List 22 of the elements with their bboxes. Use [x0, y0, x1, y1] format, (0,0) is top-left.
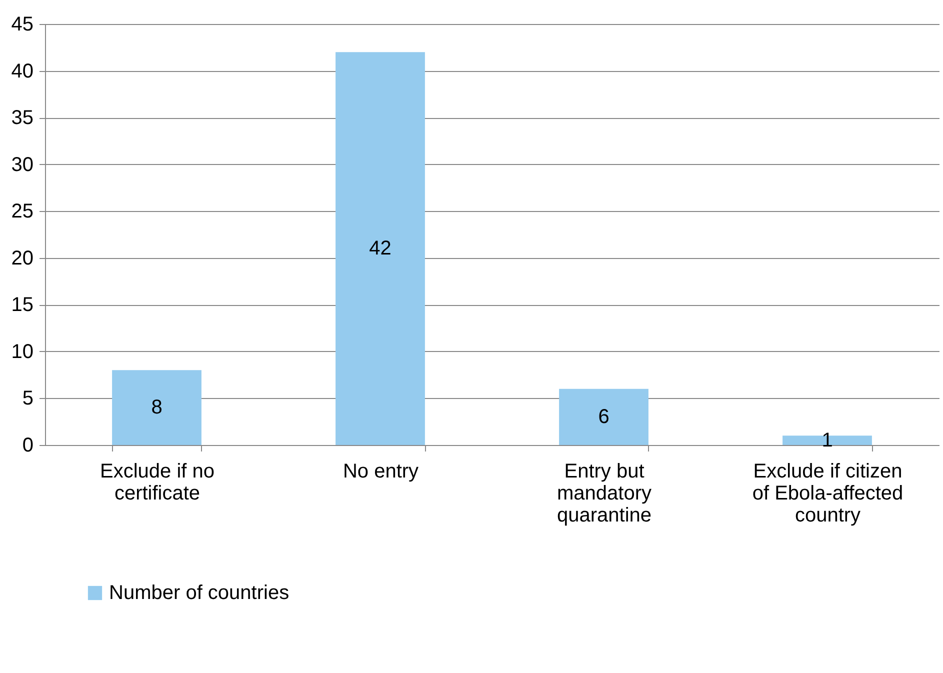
y-tick-label: 30 — [11, 154, 34, 176]
y-tick-label: 40 — [11, 60, 34, 82]
y-tick-label: 0 — [22, 434, 34, 456]
data-label: 42 — [369, 238, 392, 260]
x-tick-label: No entry — [342, 460, 419, 482]
y-tick-label: 5 — [22, 388, 34, 410]
y-tick-label: 15 — [11, 294, 34, 316]
x-tick-label: Exclude if no certificate — [100, 460, 215, 504]
x-tick-label: Entry but mandatory quarantine — [556, 460, 652, 526]
bar — [336, 52, 425, 445]
data-label: 8 — [151, 396, 162, 419]
y-tick-label: 10 — [11, 340, 34, 363]
data-label: 1 — [822, 429, 833, 452]
legend-label: Number of countries — [109, 582, 290, 604]
x-tick-label: Exclude if citizen of Ebola-affected country — [752, 460, 904, 526]
y-tick-label: 25 — [11, 200, 34, 223]
bar — [559, 388, 648, 445]
data-label: 6 — [598, 406, 610, 428]
bar — [112, 370, 202, 445]
y-tick-label: 20 — [11, 247, 34, 270]
y-tick-label: 35 — [11, 107, 34, 130]
y-tick-label: 45 — [11, 14, 34, 36]
